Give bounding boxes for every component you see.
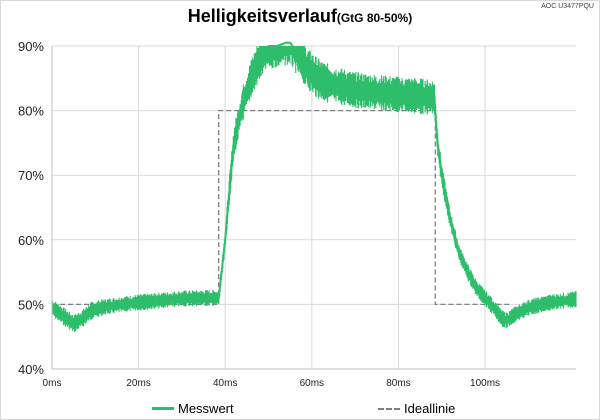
legend-item-messwert: Messwert <box>152 401 234 416</box>
grid-lines <box>51 45 576 370</box>
measured-series-line <box>51 41 577 325</box>
x-tick-label: 40ms <box>213 378 237 389</box>
legend-swatch-ideallinie <box>378 407 400 410</box>
x-tick-label: 100ms <box>470 378 500 389</box>
legend-item-ideallinie: Ideallinie <box>378 401 455 416</box>
axes <box>51 46 576 370</box>
chart-title: Helligkeitsverlauf(GtG 80-50%) <box>0 6 600 27</box>
ideal-series-line <box>52 109 511 306</box>
chart-title-main: Helligkeitsverlauf <box>187 6 337 26</box>
y-tick-label: 80% <box>18 104 44 119</box>
y-tick-label: 70% <box>18 168 44 183</box>
model-label: AOC U3477PQU <box>541 3 594 10</box>
y-tick-label: 50% <box>18 297 44 312</box>
measured-series-band <box>51 46 577 332</box>
ideal-series-layer <box>52 109 511 306</box>
x-tick-label: 0ms <box>43 378 62 389</box>
x-tick-label: 80ms <box>386 378 410 389</box>
chart-title-sub: (GtG 80-50%) <box>336 11 413 25</box>
measured-series-layer <box>51 41 577 332</box>
y-tick-label: 60% <box>18 233 44 248</box>
tick-labels: 40% 50% 60% 70% 80% 90% 0ms 20ms 40ms 60ms 80ms 100… <box>18 39 500 389</box>
y-tick-label: 90% <box>18 39 44 54</box>
x-tick-label: 20ms <box>126 378 150 389</box>
legend-swatch-messwert <box>152 407 174 410</box>
y-tick-label: 40% <box>18 362 44 377</box>
line-chart: 40% 50% 60% 70% 80% 90% 0ms 20ms 40ms 60ms 80ms 100… <box>18 39 577 389</box>
legend-label-ideallinie: Ideallinie <box>404 401 456 416</box>
x-tick-label: 60ms <box>300 378 324 389</box>
legend: Messwert Ideallinie <box>0 398 600 420</box>
legend-label-messwert: Messwert <box>178 401 234 416</box>
